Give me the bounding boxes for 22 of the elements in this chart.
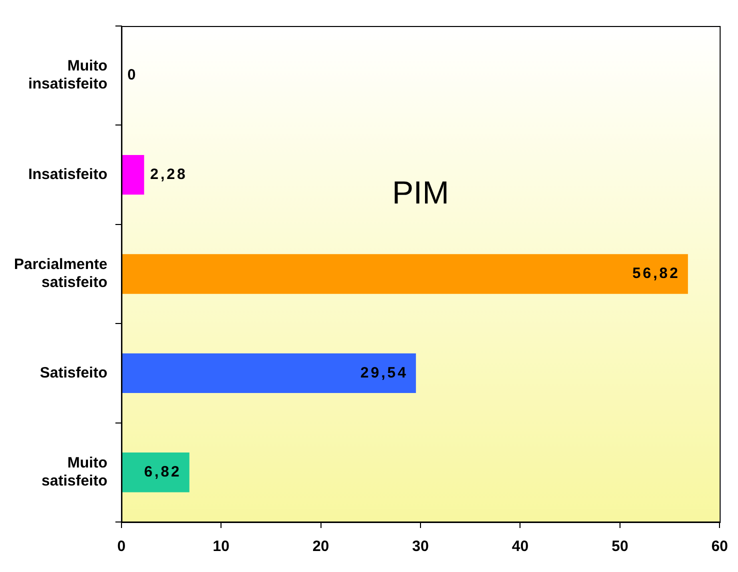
bar xyxy=(122,452,190,492)
x-tick-label: 60 xyxy=(711,538,728,556)
bar xyxy=(122,353,416,394)
data-label: 56,82 xyxy=(632,265,680,282)
data-label: 0 xyxy=(127,66,138,84)
data-label: 29,54 xyxy=(360,364,408,382)
x-tick-label: 50 xyxy=(612,538,628,556)
x-tick-label: 10 xyxy=(212,538,230,556)
y-tick-label: Satisfeito xyxy=(40,364,108,382)
x-tick-label: 0 xyxy=(117,538,126,556)
x-tick-label: 20 xyxy=(312,538,330,556)
data-label: 6,82 xyxy=(144,464,182,481)
bar xyxy=(122,254,688,294)
x-tick-label: 30 xyxy=(412,538,429,556)
bar xyxy=(122,154,144,195)
x-tick-label: 40 xyxy=(512,538,529,556)
y-tick-label: Parcialmente satisfeito xyxy=(14,256,108,292)
y-tick-label: Insatisfeito xyxy=(28,166,108,183)
y-tick-label: Muito insatisfeito xyxy=(28,58,108,93)
y-tick-label: Muito satisfeito xyxy=(42,454,108,490)
annotation: PIM xyxy=(392,174,449,210)
data-label: 2,28 xyxy=(150,166,188,183)
